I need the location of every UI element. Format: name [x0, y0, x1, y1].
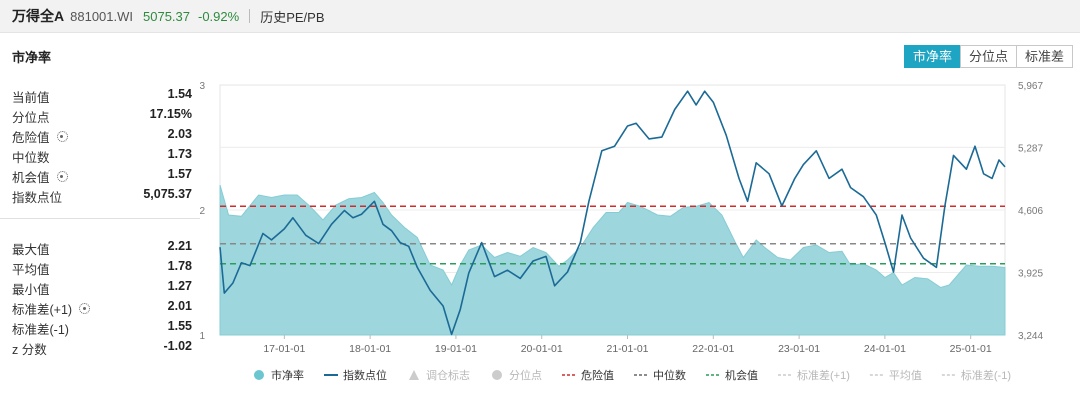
stat-value: 1.78 [167, 259, 192, 273]
stat-median: 中位数 1.73 [0, 145, 200, 165]
legend-label: 标准差(-1) [961, 368, 1011, 382]
legend-label: 分位点 [509, 368, 542, 382]
stat-label-text: 中位数 [12, 151, 50, 165]
stat-label: 指数点位 [12, 187, 62, 206]
stat-label-text: 分位点 [12, 111, 50, 125]
stat-current: 当前值 1.54 [0, 85, 200, 105]
stat-label-text: 标准差(+1) [12, 303, 73, 317]
y-right-tick-label: 5,967 [1018, 81, 1043, 92]
legend-label: 危险值 [581, 368, 614, 382]
pb-area [219, 184, 1006, 336]
index-change: -0.92% [198, 8, 240, 24]
legend-label: 平均值 [889, 369, 922, 382]
legend-label: 标准差(+1) [797, 368, 850, 382]
stat-value: -1.02 [163, 339, 193, 353]
stat-zscore: z 分数 -1.02 [0, 337, 200, 357]
stat-opportunity: 机会值 1.57 [0, 165, 200, 185]
stat-label-text: 指数点位 [12, 191, 63, 205]
stat-value: 1.54 [167, 87, 192, 101]
stat-std-plus: 标准差(+1) 2.01 [0, 297, 200, 317]
stat-value: 1.27 [167, 279, 192, 293]
stats-divider [0, 218, 200, 219]
pb-chart: 3 2 1 5,967 5,287 4,606 3,925 3,244 17-01-01 18-0… [199, 81, 1043, 382]
gear-icon[interactable] [79, 303, 91, 314]
legend-label: 市净率 [271, 368, 304, 382]
x-tick-label: 25-01-01 [950, 343, 992, 355]
stat-std-minus: 标准差(-1) 1.55 [0, 317, 200, 337]
panel-title: 市净率 [12, 50, 52, 65]
legend-marker [409, 370, 419, 380]
stat-label: 分位点 [12, 107, 50, 126]
stat-label: z 分数 [12, 339, 47, 358]
stat-value: 1.73 [167, 147, 192, 161]
x-tick-label: 19-01-01 [435, 343, 477, 355]
stat-value: 1.55 [167, 319, 192, 333]
legend-label: 指数点位 [343, 368, 387, 382]
top-bar: 万得全A 881001.WI 5075.37 -0.92% 历史PE/PB [0, 0, 1080, 33]
legend-label: 机会值 [725, 368, 758, 382]
y-right-tick-label: 4,606 [1018, 206, 1043, 217]
stat-value: 2.01 [167, 299, 192, 313]
stat-label: 中位数 [12, 147, 50, 166]
history-link[interactable]: 历史PE/PB [260, 9, 325, 25]
y-left-tick-label: 1 [199, 331, 205, 342]
gear-icon[interactable] [56, 131, 68, 142]
stat-value: 1.57 [167, 167, 192, 181]
y-right-tick-label: 3,244 [1018, 331, 1043, 342]
stat-label-text: 最大值 [12, 243, 50, 257]
x-tick-label: 21-01-01 [606, 343, 648, 355]
stat-danger: 危险值 2.03 [0, 125, 200, 145]
stat-min: 最小值 1.27 [0, 277, 200, 297]
index-line [219, 90, 1006, 336]
legend-label: 中位数 [653, 368, 686, 382]
stat-label-text: 机会值 [12, 171, 50, 185]
x-tick-label: 20-01-01 [521, 343, 563, 355]
y-left-tick-label: 3 [199, 81, 205, 92]
index-price: 5075.37 [143, 8, 190, 24]
stat-label-text: 最小值 [12, 283, 50, 297]
legend-marker [492, 370, 502, 380]
stat-value: 5,075.37 [143, 187, 192, 201]
stat-label: 危险值 [12, 127, 68, 146]
tab-stddev[interactable]: 标准差 [1015, 45, 1073, 68]
stat-label-text: z 分数 [12, 343, 47, 357]
stat-label-text: 平均值 [12, 263, 50, 277]
divider [249, 9, 251, 23]
x-tick-label: 18-01-01 [349, 343, 391, 355]
tab-percentile[interactable]: 分位点 [959, 45, 1017, 68]
stat-value: 2.21 [167, 239, 192, 253]
stat-label: 标准差(-1) [12, 319, 69, 338]
stat-percentile: 分位点 17.15% [0, 105, 200, 125]
stat-index-level: 指数点位 5,075.37 [0, 185, 200, 205]
stat-label: 机会值 [12, 167, 68, 186]
view-tabs: 市净率 分位点 标准差 [903, 45, 1073, 68]
x-tick-label: 22-01-01 [692, 343, 734, 355]
legend-label: 调仓标志 [426, 368, 470, 382]
gear-icon[interactable] [56, 171, 68, 182]
stat-value: 17.15% [149, 107, 192, 121]
stat-label-text: 危险值 [12, 131, 50, 145]
y-right-tick-label: 5,287 [1018, 143, 1043, 154]
x-tick-label: 17-01-01 [263, 343, 305, 355]
x-tick-label: 24-01-01 [864, 343, 906, 355]
legend-marker [254, 370, 264, 380]
x-tick-label: 23-01-01 [778, 343, 820, 355]
tab-pb[interactable]: 市净率 [903, 45, 961, 68]
index-name: 万得全A [12, 8, 65, 24]
stat-value: 2.03 [167, 127, 192, 141]
stat-label-text: 当前值 [12, 91, 50, 105]
stat-label: 最小值 [12, 279, 50, 298]
y-left-tick-label: 2 [199, 206, 205, 217]
stat-label: 平均值 [12, 259, 50, 278]
index-code: 881001.WI [70, 8, 133, 24]
stat-mean: 平均值 1.78 [0, 257, 200, 277]
chart-panel: 市净率 市净率 分位点 标准差 当前值 1.54 分位点 17.15% 危险值 … [0, 33, 1080, 405]
stat-label-text: 标准差(-1) [12, 323, 69, 337]
stat-label: 当前值 [12, 87, 50, 106]
y-right-tick-label: 3,925 [1018, 268, 1043, 279]
stat-label: 标准差(+1) [12, 299, 91, 318]
stat-max: 最大值 2.21 [0, 237, 200, 257]
stat-label: 最大值 [12, 239, 50, 258]
